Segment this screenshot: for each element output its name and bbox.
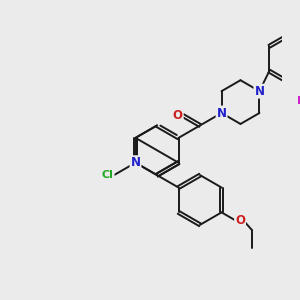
Text: N: N xyxy=(130,156,140,169)
Text: Cl: Cl xyxy=(102,170,114,180)
Text: N: N xyxy=(254,85,264,98)
Text: O: O xyxy=(173,109,183,122)
Text: N: N xyxy=(217,106,226,119)
Text: O: O xyxy=(235,214,245,227)
Text: F: F xyxy=(296,96,300,106)
